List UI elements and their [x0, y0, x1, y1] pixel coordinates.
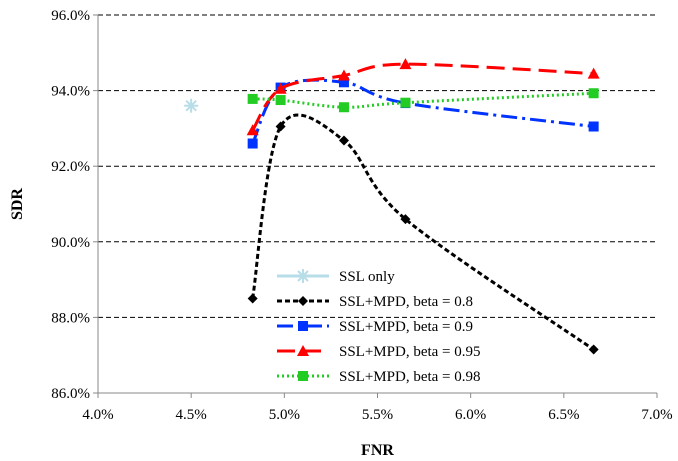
data-point [400, 214, 411, 225]
legend-marker [296, 269, 310, 283]
legend-label: SSL only [339, 269, 395, 285]
x-tick-label: 7.0% [641, 407, 672, 423]
legend-marker [298, 296, 308, 306]
x-tick-label: 4.0% [82, 407, 113, 423]
legend-item: SSL+MPD, beta = 0.95 [277, 344, 481, 360]
data-point [587, 67, 600, 79]
series-5 [247, 88, 599, 113]
data-point [247, 293, 258, 304]
data-point [246, 124, 259, 136]
series-line [251, 113, 595, 351]
series-line [252, 91, 594, 109]
data-point [400, 97, 411, 108]
series-1 [184, 98, 199, 113]
legend-marker [297, 345, 309, 356]
data-point [338, 77, 349, 88]
y-tick-label: 86.0% [51, 386, 90, 402]
data-point [247, 93, 258, 104]
legend-label: SSL+MPD, beta = 0.95 [339, 344, 481, 360]
series-2 [247, 113, 599, 355]
data-point [247, 138, 258, 149]
y-axis-title: SDR [9, 188, 26, 220]
x-tick-label: 4.5% [176, 407, 207, 423]
legend-item: SSL+MPD, beta = 0.9 [277, 319, 473, 335]
data-point [588, 121, 599, 132]
series-4 [246, 58, 600, 136]
data-point [588, 88, 599, 99]
y-tick-label: 94.0% [51, 84, 90, 100]
x-tick-label: 6.5% [548, 407, 579, 423]
y-tick-label: 90.0% [51, 235, 90, 251]
legend-item: SSL+MPD, beta = 0.8 [277, 294, 473, 310]
series-group [184, 58, 600, 355]
x-tick-label: 6.0% [455, 407, 486, 423]
legend-marker [298, 371, 308, 381]
data-point [338, 102, 349, 113]
legend-item: SSL only [277, 269, 395, 285]
legend-marker [298, 321, 308, 331]
data-point [275, 95, 286, 106]
x-tick-label: 5.5% [362, 407, 393, 423]
legend-label: SSL+MPD, beta = 0.9 [339, 319, 473, 335]
x-tick-label: 5.0% [269, 407, 300, 423]
gridlines [98, 14, 657, 318]
data-point [337, 69, 350, 81]
y-tick-label: 96.0% [51, 8, 90, 24]
data-point [184, 98, 199, 113]
legend: SSL only SSL+MPD, beta = 0.8 SSL+MPD, beta… [277, 269, 481, 385]
legend-item: SSL+MPD, beta = 0.98 [277, 369, 481, 385]
y-tick-label: 88.0% [51, 310, 90, 326]
legend-label: SSL+MPD, beta = 0.98 [339, 369, 481, 385]
data-point [274, 82, 287, 94]
x-axis-ticks: 4.0% 4.5% 5.0% 5.5% 6.0% 6.5% 7.0% [82, 393, 673, 423]
y-axis-ticks: 86.0% 88.0% 90.0% 92.0% 94.0% 96.0% [51, 8, 98, 402]
y-tick-label: 92.0% [51, 159, 90, 175]
data-point [588, 344, 599, 355]
data-point [399, 58, 412, 70]
data-point [275, 121, 286, 132]
x-axis-title: FNR [361, 442, 394, 459]
legend-label: SSL+MPD, beta = 0.8 [339, 294, 473, 310]
data-point [338, 135, 349, 146]
